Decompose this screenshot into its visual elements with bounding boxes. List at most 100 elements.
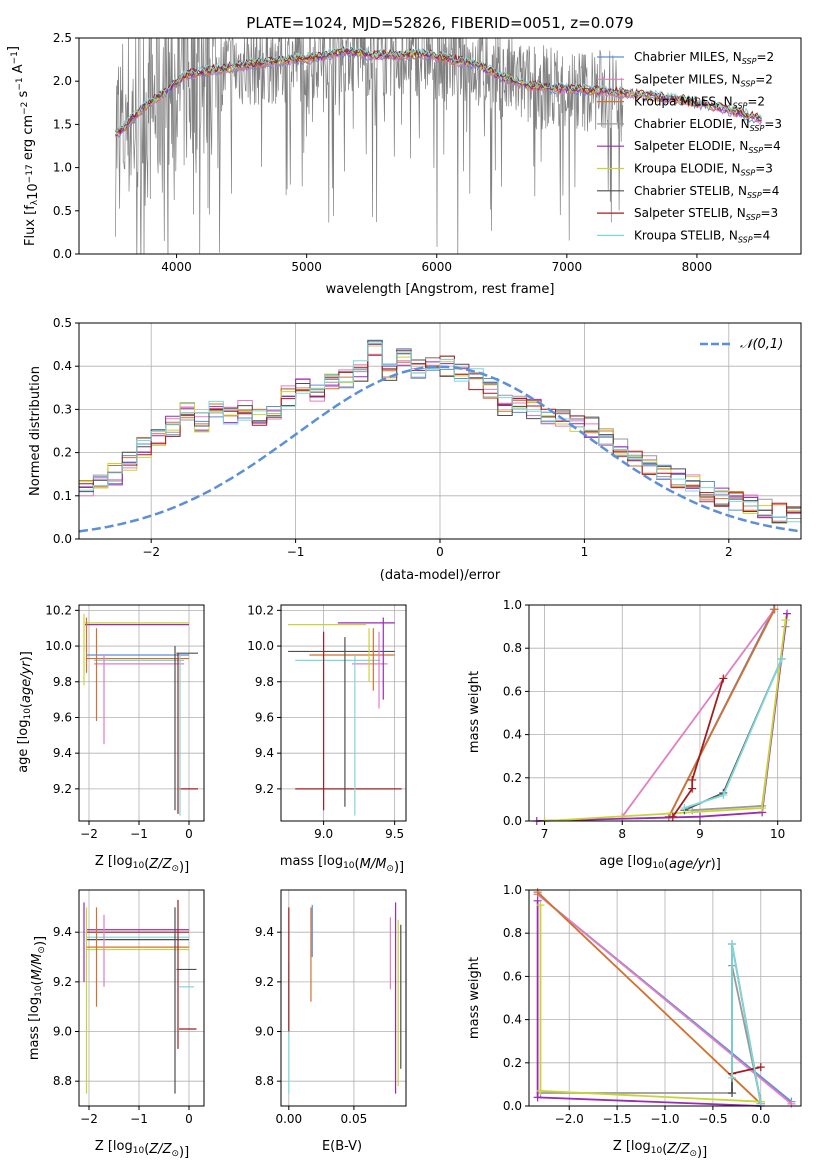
- age-vs-mass-frame: [280, 604, 407, 822]
- mw-age-ylabel: mass weight: [467, 671, 482, 753]
- y-tick-label: 0.4: [503, 728, 522, 742]
- mass-weight-line-3: [692, 626, 787, 812]
- y-tick-label: 10.0: [45, 639, 72, 653]
- mass-weight-marker: [533, 1093, 542, 1102]
- mass-weight-marker: [719, 674, 728, 683]
- legend-entry: 𝒩(0,1): [740, 337, 783, 352]
- residual-ylabel: Normed distribution: [28, 366, 43, 496]
- y-tick-label: 10.2: [247, 603, 274, 617]
- residual-histogram-4: [79, 343, 801, 524]
- y-tick-label: 9.4: [255, 746, 274, 760]
- residual-histogram-7: [79, 349, 801, 523]
- legend-entry: Salpeter MILES, NSSP=2: [634, 72, 773, 88]
- model-line-8: [115, 44, 763, 133]
- residual-histogram-8: [79, 342, 801, 523]
- y-tick-label: 1.0: [503, 883, 522, 897]
- x-tick-label: 9.5: [385, 827, 404, 841]
- age-vs-Z-frame: [78, 604, 205, 822]
- mass-weight-marker: [756, 1063, 765, 1072]
- y-tick-label: 0.2: [503, 771, 522, 785]
- mass-weight-z-line-2: [536, 891, 762, 1105]
- legend-entry: Kroupa ELODIE, NSSP=3: [634, 162, 773, 178]
- y-tick-label: 0.2: [503, 1056, 522, 1070]
- age-mass-xlabel: mass [log10(M/M⊙)]: [280, 854, 404, 875]
- y-tick-label: 9.8: [53, 675, 72, 689]
- mw-z-xlabel: Z [log10(Z/Z⊙)]: [613, 1139, 707, 1160]
- residual-histogram-1: [79, 353, 801, 524]
- y-tick-label: 0.2: [53, 446, 72, 460]
- x-tick-label: 8000: [682, 260, 713, 274]
- mass-ebv-xlabel: E(B-V): [322, 1139, 362, 1154]
- x-tick-label: −1: [287, 545, 305, 559]
- x-tick-label: 10: [770, 827, 785, 841]
- y-tick-label: 2.0: [53, 74, 72, 88]
- mass-weight-z-line-1: [537, 893, 792, 1105]
- mass-weight-marker: [688, 784, 697, 793]
- legend-entry: Kroupa STELIB, NSSP=4: [634, 228, 770, 244]
- x-tick-label: 7000: [552, 260, 583, 274]
- x-tick-label: 7: [541, 827, 549, 841]
- x-tick-label: −1: [130, 827, 148, 841]
- mass-weight-marker: [695, 812, 704, 821]
- legend-entry: Kroupa MILES, NSSP=2: [634, 95, 765, 111]
- x-tick-label: 9.0: [314, 827, 333, 841]
- y-tick-label: 1.0: [503, 598, 522, 612]
- mass-weight-marker: [787, 1099, 796, 1108]
- x-tick-label: −2: [80, 827, 98, 841]
- mass-vs-Z-frame: [78, 889, 205, 1107]
- x-tick-label: 5000: [291, 260, 322, 274]
- mass-weight-marker: [770, 605, 779, 614]
- y-tick-label: 0.0: [53, 247, 72, 261]
- x-tick-label: −2.0: [555, 1112, 584, 1126]
- y-tick-label: 9.4: [53, 925, 72, 939]
- y-tick-label: 9.2: [53, 782, 72, 796]
- x-tick-label: 0.00: [275, 1112, 302, 1126]
- y-tick-label: 9.8: [255, 675, 274, 689]
- mass-weight-line-7: [672, 678, 725, 818]
- age-z-xlabel: Z [log10(Z/Z⊙)]: [95, 854, 189, 875]
- mass-weight-z-line-7: [731, 1066, 761, 1075]
- x-tick-label: 4000: [161, 260, 192, 274]
- x-tick-label: 0: [185, 827, 193, 841]
- y-tick-label: 9.2: [53, 975, 72, 989]
- legend-entry: Chabrier ELODIE, NSSP=3: [634, 117, 782, 133]
- y-tick-label: 0.3: [53, 402, 72, 416]
- age-z-ylabel: age [log10(age/yr)]: [16, 651, 34, 773]
- mw-age-xlabel: age [log10(age/yr)]: [599, 854, 721, 872]
- y-tick-label: 9.2: [255, 782, 274, 796]
- y-tick-label: 9.2: [255, 975, 274, 989]
- y-tick-label: 0.8: [503, 641, 522, 655]
- y-tick-label: 1.5: [53, 117, 72, 131]
- y-tick-label: 8.8: [53, 1074, 72, 1088]
- mass-weight-line-8: [684, 658, 783, 809]
- x-tick-label: 9: [696, 827, 704, 841]
- mass-weight-marker: [536, 1086, 545, 1095]
- mass-weight-marker: [728, 940, 737, 948]
- y-tick-label: 0.0: [503, 1099, 522, 1113]
- mass-weight-line-2: [668, 608, 776, 818]
- y-tick-label: 2.5: [53, 31, 72, 45]
- y-tick-label: 0.5: [53, 204, 72, 218]
- mass-vs-EBV-frame: [280, 889, 407, 1107]
- spectrum-title: PLATE=1024, MJD=52826, FIBERID=0051, z=0…: [246, 14, 633, 32]
- mass-weight-marker: [719, 791, 728, 800]
- x-tick-label: 0: [185, 1112, 193, 1126]
- x-tick-label: 6000: [421, 260, 452, 274]
- mass-weight-line-1: [621, 608, 776, 818]
- mass-weight-marker: [781, 616, 790, 625]
- y-tick-label: 1.0: [53, 161, 72, 175]
- mass-weight-marker: [728, 1073, 737, 1082]
- x-tick-label: 1: [581, 545, 589, 559]
- mass-z-ylabel: mass [log10(M/M⊙)]: [27, 936, 48, 1060]
- x-tick-label: 0.0: [751, 1112, 770, 1126]
- y-tick-label: 0.6: [503, 969, 522, 983]
- x-tick-label: −1.0: [650, 1112, 679, 1126]
- mass-weight-vs-age-frame: [528, 604, 802, 822]
- mass-vs-Z-axes: [79, 890, 204, 1106]
- x-tick-label: −2: [80, 1112, 98, 1126]
- y-tick-label: 0.5: [53, 316, 72, 330]
- mass-weight-marker: [668, 812, 677, 821]
- mass-weight-marker: [783, 609, 792, 618]
- mass-weight-marker: [536, 901, 545, 910]
